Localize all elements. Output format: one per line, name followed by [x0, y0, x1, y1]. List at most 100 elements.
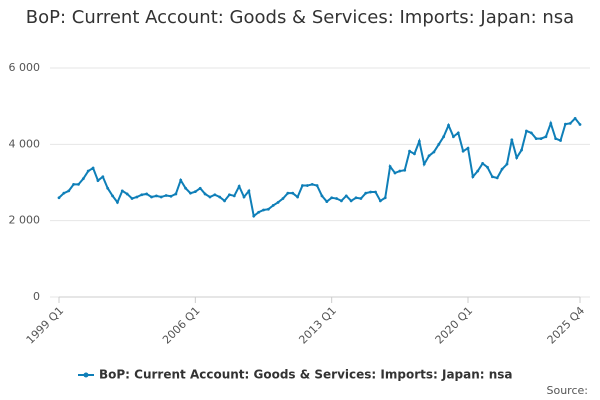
point	[271, 204, 275, 207]
point	[140, 193, 144, 197]
point	[96, 179, 100, 182]
point	[310, 183, 314, 186]
point	[257, 210, 261, 214]
point	[232, 194, 236, 198]
y-tick-label: 4 000	[9, 137, 41, 150]
point	[563, 122, 567, 126]
point	[481, 162, 485, 165]
point	[344, 194, 348, 198]
point	[154, 194, 158, 198]
point	[568, 121, 572, 125]
point	[77, 183, 80, 186]
point	[130, 197, 134, 200]
point	[164, 194, 168, 197]
point	[120, 189, 124, 193]
point	[461, 149, 465, 153]
point	[193, 190, 197, 194]
point	[67, 189, 71, 193]
point	[208, 195, 212, 199]
point	[529, 131, 533, 135]
point	[330, 196, 334, 200]
point	[218, 195, 222, 199]
point	[471, 175, 475, 179]
point	[57, 196, 61, 200]
point	[281, 197, 285, 200]
point	[383, 196, 387, 200]
point	[320, 194, 324, 198]
point	[349, 199, 353, 203]
point	[198, 186, 202, 190]
point	[559, 139, 562, 142]
point	[286, 191, 290, 195]
chart-title: BoP: Current Account: Goods & Services: …	[25, 7, 575, 28]
point	[213, 193, 217, 197]
x-tick-label: 2013 Q1	[296, 304, 339, 347]
point	[228, 193, 231, 197]
point	[359, 197, 363, 200]
point	[515, 156, 519, 160]
point	[101, 175, 105, 179]
point	[427, 154, 431, 158]
x-tick-label: 2006 Q1	[160, 304, 203, 347]
point	[354, 196, 358, 200]
point	[111, 194, 114, 198]
point	[125, 192, 129, 196]
point	[447, 123, 450, 127]
point	[325, 200, 329, 203]
point	[86, 169, 90, 173]
source: Source:	[547, 384, 589, 397]
point	[223, 199, 226, 203]
point	[437, 142, 441, 146]
x-tick-label: 2025 Q4	[545, 304, 588, 347]
x-tick-label: 2020 Q1	[433, 304, 476, 347]
point	[534, 137, 538, 141]
point	[369, 190, 373, 194]
point	[495, 176, 499, 180]
point	[159, 195, 163, 199]
point	[520, 148, 523, 152]
point	[150, 195, 153, 199]
y-tick-label: 6 000	[9, 61, 41, 74]
point	[305, 184, 309, 187]
point	[203, 192, 207, 196]
point	[490, 175, 494, 179]
point	[398, 169, 402, 173]
point	[456, 131, 460, 135]
point	[145, 192, 149, 196]
point	[442, 135, 446, 139]
point	[276, 200, 280, 204]
point	[301, 184, 304, 187]
point	[184, 186, 187, 190]
point	[378, 199, 382, 203]
x-tick-label: 1999 Q1	[24, 304, 67, 347]
point	[393, 171, 397, 175]
point	[237, 184, 241, 188]
point	[539, 137, 543, 141]
point	[525, 129, 528, 133]
point	[578, 123, 582, 126]
series-line	[58, 116, 581, 218]
point	[106, 186, 110, 190]
point	[262, 208, 265, 212]
point	[247, 189, 251, 193]
y-tick-label: 2 000	[9, 214, 41, 227]
point	[403, 168, 407, 172]
point	[179, 178, 183, 182]
point	[116, 200, 119, 204]
point	[510, 138, 514, 142]
point	[174, 192, 178, 196]
point	[189, 191, 192, 195]
point	[417, 139, 421, 143]
point	[364, 191, 368, 195]
point	[486, 165, 489, 169]
point	[81, 177, 85, 181]
point	[500, 167, 504, 171]
point	[408, 149, 411, 153]
y-tick-label: 0	[33, 290, 40, 303]
point	[291, 191, 295, 195]
point	[296, 195, 299, 199]
point	[62, 191, 66, 195]
point	[340, 199, 343, 203]
point	[72, 183, 76, 186]
